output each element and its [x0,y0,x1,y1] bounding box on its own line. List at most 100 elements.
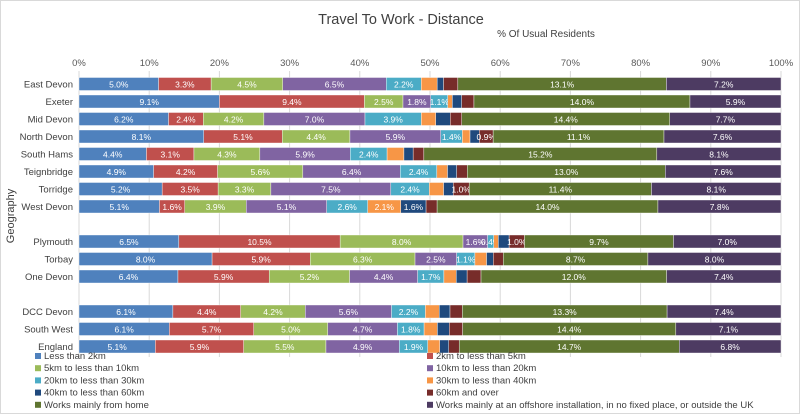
data-label: 13.1% [550,79,575,89]
x-tick-label: 10% [140,58,160,69]
bar-row: Teignbridge 4.9% 4.2% 5.6% 6.4% 2.4% 13.0% 7.6% [24,164,782,179]
bar-segment [429,182,444,196]
legend-label: 60km and over [436,388,499,399]
legend-label: 5km to less than 10km [44,363,139,374]
legend-label: 2km to less than 5km [436,351,526,362]
category-label: North Devon [20,132,73,143]
legend-item: 2km to less than 5km [427,351,526,362]
bar-segment [447,164,457,179]
data-label: 5.9% [386,132,406,142]
category-label: South West [24,325,73,336]
data-label: 5.9% [295,149,315,159]
data-label: 7.1% [719,324,739,334]
data-label: 3.1% [161,149,181,159]
data-label: 6.8% [720,342,740,352]
data-label: 8.0% [392,237,412,247]
data-label: 7.2% [714,79,734,89]
bar-row: Torridge 5.2% 3.5% 3.3% 7.5% 2.4% 1.0% 11.4% 8.1… [39,182,782,196]
legend-label: Works mainly from home [44,400,149,411]
legend-label: 30km to less than 40km [436,375,536,386]
bar-segment [435,112,451,126]
legend-item: 20km to less than 30km [35,375,144,386]
data-label: 8.0% [705,254,725,264]
data-label: 13.0% [554,167,579,177]
x-tick-label: 90% [701,58,721,69]
data-label: 9.7% [589,237,609,247]
data-label: 9.1% [140,97,160,107]
data-label: 11.4% [549,184,573,194]
bar-segment [675,322,782,336]
bar-segment [443,77,459,91]
bar-segment [461,94,475,109]
data-label: 3.5% [180,184,200,194]
data-label: 11.1% [567,132,591,142]
bar-row: East Devon 5.0% 3.3% 4.5% 6.5% 2.2% 13.1% 7.2% [24,77,782,91]
bar-segment [679,339,782,354]
bar-row: DCC Devon 6.1% 4.4% 4.2% 5.6% 2.2% 13.3% 7.4% [22,304,782,319]
bar-segment [421,77,438,91]
bar-segment [452,94,462,109]
data-label: 2.4% [359,149,379,159]
data-label: 4.4% [306,132,326,142]
bar-segment [493,252,504,266]
data-label: 5.1% [107,342,127,352]
x-tick-label: 20% [210,58,230,69]
bar-segment [436,77,444,91]
bar-segment [421,112,436,126]
bar-segment [666,77,782,91]
legend-item: Works mainly at an offshore installation… [427,400,754,411]
legend-item: Works mainly from home [35,400,149,411]
bar-row: Exeter 9.1% 9.4% 2.5% 1.8% 1.1% 14.0% 5.9% [46,94,782,109]
bar-segment [663,129,782,144]
legend-item: Less than 2km [35,351,106,362]
legend-label: Less than 2km [44,351,106,362]
data-label: 14.0% [570,97,595,107]
data-label: 2.1% [375,202,395,212]
bar-segment [439,304,451,319]
bar-segment [474,252,487,266]
data-label: 5.7% [202,324,222,334]
data-label: 5.5% [275,342,295,352]
data-label: 4.7% [353,324,373,334]
data-label: 1.1% [456,254,476,264]
bar-segment [462,129,471,144]
bar-segment [456,269,468,284]
data-label: 15.2% [528,149,553,159]
bar-segment [665,164,782,179]
data-label: 2.5% [426,254,446,264]
data-label: 5.1% [277,202,297,212]
data-label: 1.9% [404,342,424,352]
bar-segment [666,304,782,319]
bar-segment [423,322,438,336]
bar-segment [447,94,453,109]
data-label: 5.1% [233,132,253,142]
data-label: 8.0% [136,254,156,264]
data-label: 8.1% [132,132,152,142]
x-tick-label: 80% [631,58,651,69]
category-label: Exeter [46,97,73,108]
data-label: 4.4% [374,272,394,282]
legend-swatch [427,365,433,372]
bar-segment [651,182,782,196]
legend-label: Works mainly at an offshore installation… [436,400,754,411]
bar-row: West Devon 5.1% 1.6% 3.9% 5.1% 2.6% 2.1% 1.6% 14… [21,199,782,214]
bar-row: North Devon 8.1% 5.1% 4.4% 5.9% 1.4% 0.9% 11.1%… [20,129,782,144]
data-label: 4.4% [103,149,123,159]
legend-item: 60km and over [427,388,499,399]
bar-row: One Devon 6.4% 5.9% 5.2% 4.4% 1.7% 12.0% 7.4% [25,269,782,284]
category-label: East Devon [24,80,73,91]
data-label: 4.2% [176,167,196,177]
bar-segment [666,269,782,284]
legend-item: 5km to less than 10km [35,363,139,374]
data-label: 5.0% [109,79,129,89]
legend-swatch [427,389,433,396]
x-tick-label: 30% [280,58,300,69]
legend-label: 40km to less than 60km [44,388,144,399]
data-label: 3.3% [235,184,255,194]
data-label: 0.4% [481,237,501,247]
data-label: 8.1% [707,184,727,194]
data-label: 4.3% [217,149,237,159]
data-label: 3.3% [175,79,195,89]
data-label: 6.3% [353,254,373,264]
x-tick-label: 40% [350,58,370,69]
